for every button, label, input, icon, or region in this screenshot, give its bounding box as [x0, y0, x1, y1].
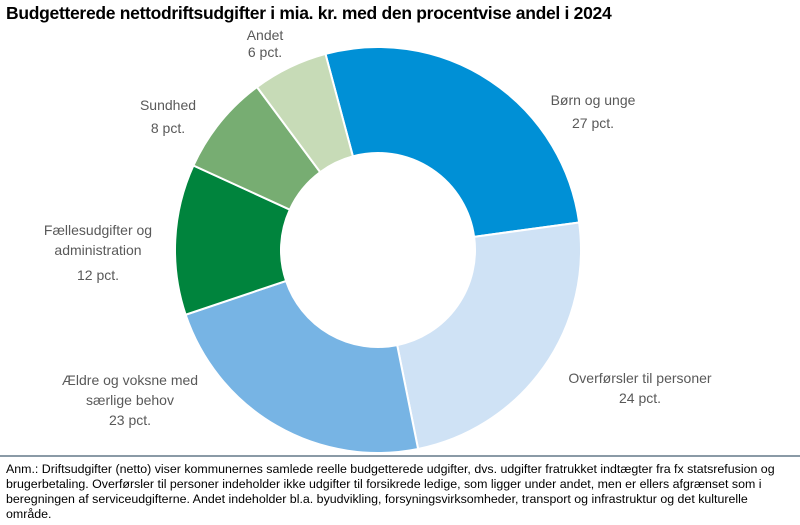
slice-label-3: administration: [54, 242, 141, 258]
donut-chart: Børn og unge 27 pct. Overførsler til perso…: [44, 27, 712, 454]
slice-2: [184, 279, 420, 454]
slice-value-label-0: 27 pct.: [572, 115, 614, 131]
slice-value-label-5: 6 pct.: [248, 44, 282, 60]
chart-title: Budgetterede nettodriftsudgifter i mia. …: [6, 3, 612, 23]
slice-label-2: særlige behov: [86, 392, 174, 408]
slice-value-label-3: 12 pct.: [77, 267, 119, 283]
slice-1: [395, 221, 582, 451]
slice-label-3: Fællesudgifter og: [44, 222, 152, 238]
slice-value-label-4: 8 pct.: [151, 120, 185, 136]
slice-label-4: Sundhed: [140, 97, 196, 113]
chart-note: Anm.: Driftsudgifter (netto) viser kommu…: [6, 462, 775, 521]
slice-label-2: Ældre og voksne med: [62, 372, 198, 388]
slice-value-label-2: 23 pct.: [109, 412, 151, 428]
slice-label-1: Overførsler til personer: [568, 370, 711, 386]
slice-label-5: Andet: [247, 27, 284, 43]
slice-value-label-1: 24 pct.: [619, 390, 661, 406]
slice-5: [255, 52, 355, 174]
divider: [0, 455, 800, 457]
slice-label-0: Børn og unge: [551, 92, 636, 108]
slice-0: [324, 46, 581, 238]
